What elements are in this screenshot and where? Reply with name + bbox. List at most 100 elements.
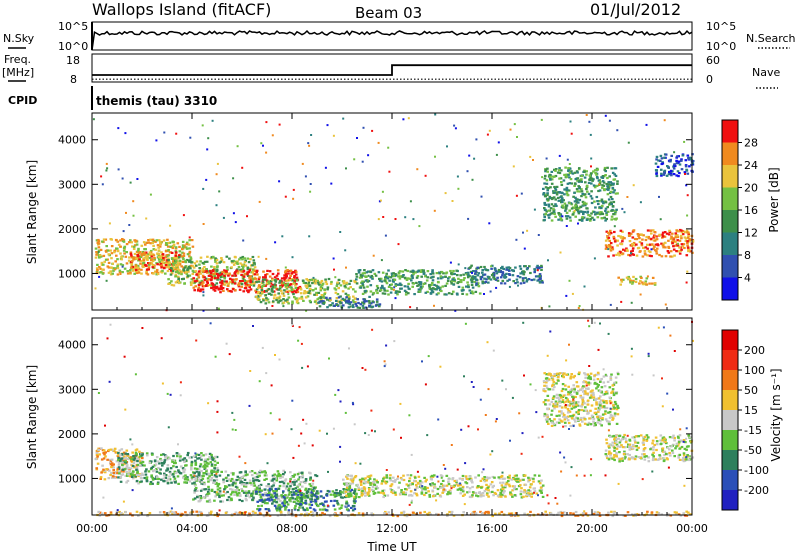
echo-cell <box>580 195 583 198</box>
echo-cell <box>267 288 271 291</box>
echo-cell <box>118 472 121 475</box>
echo-cell <box>626 196 629 198</box>
echo-cell <box>196 496 199 499</box>
echo-cell <box>210 456 214 459</box>
echo-cell <box>660 157 664 160</box>
echo-cell <box>347 495 351 498</box>
echo-cell <box>608 175 611 178</box>
echo-cell <box>258 508 262 511</box>
echo-cell <box>561 197 564 200</box>
echo-cell <box>570 170 573 173</box>
echo-cell <box>347 299 350 302</box>
echo-cell <box>646 275 649 278</box>
echo-cell <box>110 257 113 260</box>
echo-cell <box>560 218 563 221</box>
echo-cell <box>234 274 238 277</box>
echo-cell <box>661 233 664 236</box>
echo-cell <box>361 280 364 283</box>
echo-cell <box>173 470 177 473</box>
echo-cell <box>117 249 120 252</box>
freq-right-tick-bottom: 0 <box>706 73 713 86</box>
echo-cell <box>289 485 292 488</box>
echo-cell <box>267 483 270 486</box>
echo-cell <box>174 265 178 268</box>
echo-cell <box>545 384 548 387</box>
echo-cell <box>292 188 295 191</box>
echo-cell <box>326 288 329 291</box>
echo-cell <box>269 282 273 285</box>
echo-cell <box>515 474 518 477</box>
echo-cell <box>389 479 392 482</box>
echo-cell <box>612 392 616 395</box>
echo-cell <box>352 288 355 291</box>
echo-cell <box>250 474 254 477</box>
echo-cell <box>613 173 616 176</box>
echo-cell <box>466 281 469 284</box>
echo-cell <box>345 167 347 170</box>
echo-cell <box>102 238 106 241</box>
echo-cell <box>187 266 191 269</box>
echo-cell <box>378 279 382 282</box>
echo-cell <box>345 301 348 304</box>
echo-cell <box>672 237 676 240</box>
echo-cell <box>227 496 231 499</box>
echo-cell <box>439 275 443 278</box>
echo-cell <box>264 294 267 297</box>
echo-cell <box>677 160 681 163</box>
echo-cell <box>667 251 671 254</box>
echo-cell <box>315 499 319 502</box>
echo-cell <box>551 212 554 215</box>
echo-cell <box>140 244 144 247</box>
echo-cell <box>606 176 609 180</box>
echo-cell <box>147 266 151 269</box>
echo-cell <box>105 245 108 248</box>
echo-cell <box>282 301 286 304</box>
echo-cell <box>450 292 454 296</box>
echo-cell <box>550 219 554 222</box>
echo-cell <box>600 204 604 207</box>
echo-cell <box>180 255 183 258</box>
echo-cell <box>680 243 684 246</box>
echo-cell <box>288 289 291 292</box>
echo-cell <box>384 278 387 281</box>
echo-cell <box>201 477 205 480</box>
echo-cell <box>546 167 549 170</box>
echo-cell <box>168 266 171 269</box>
echo-cell <box>675 162 679 165</box>
echo-cell <box>298 501 302 504</box>
echo-cell <box>397 290 400 293</box>
echo-cell <box>112 475 115 478</box>
echo-cell <box>326 124 329 127</box>
echo-cell <box>195 467 199 470</box>
echo-cell <box>244 474 248 477</box>
echo-cell <box>282 472 285 476</box>
echo-cell <box>423 282 427 285</box>
echo-cell <box>253 484 257 487</box>
echo-cell <box>457 187 460 190</box>
echo-cell <box>377 271 381 274</box>
echo-cell <box>671 242 674 245</box>
echo-cell <box>205 465 209 468</box>
echo-cell <box>446 493 449 496</box>
echo-cell <box>521 277 525 280</box>
echo-cell <box>470 276 474 279</box>
echo-cell <box>307 142 310 145</box>
echo-cell <box>358 276 362 279</box>
echo-cell <box>159 255 163 258</box>
echo-cell <box>296 499 300 502</box>
echo-cell <box>331 302 334 305</box>
echo-cell <box>113 249 116 252</box>
echo-cell <box>150 258 153 262</box>
echo-cell <box>265 485 268 488</box>
echo-cell <box>462 278 465 282</box>
echo-cell <box>241 279 244 282</box>
echo-cell <box>646 229 650 232</box>
echo-cell <box>163 459 167 462</box>
echo-cell <box>676 239 679 242</box>
echo-cell <box>362 486 366 489</box>
echo-cell <box>569 120 572 123</box>
echo-cell <box>143 256 147 259</box>
echo-cell <box>305 278 308 281</box>
echo-cell <box>663 119 666 122</box>
echo-cell <box>666 165 669 168</box>
